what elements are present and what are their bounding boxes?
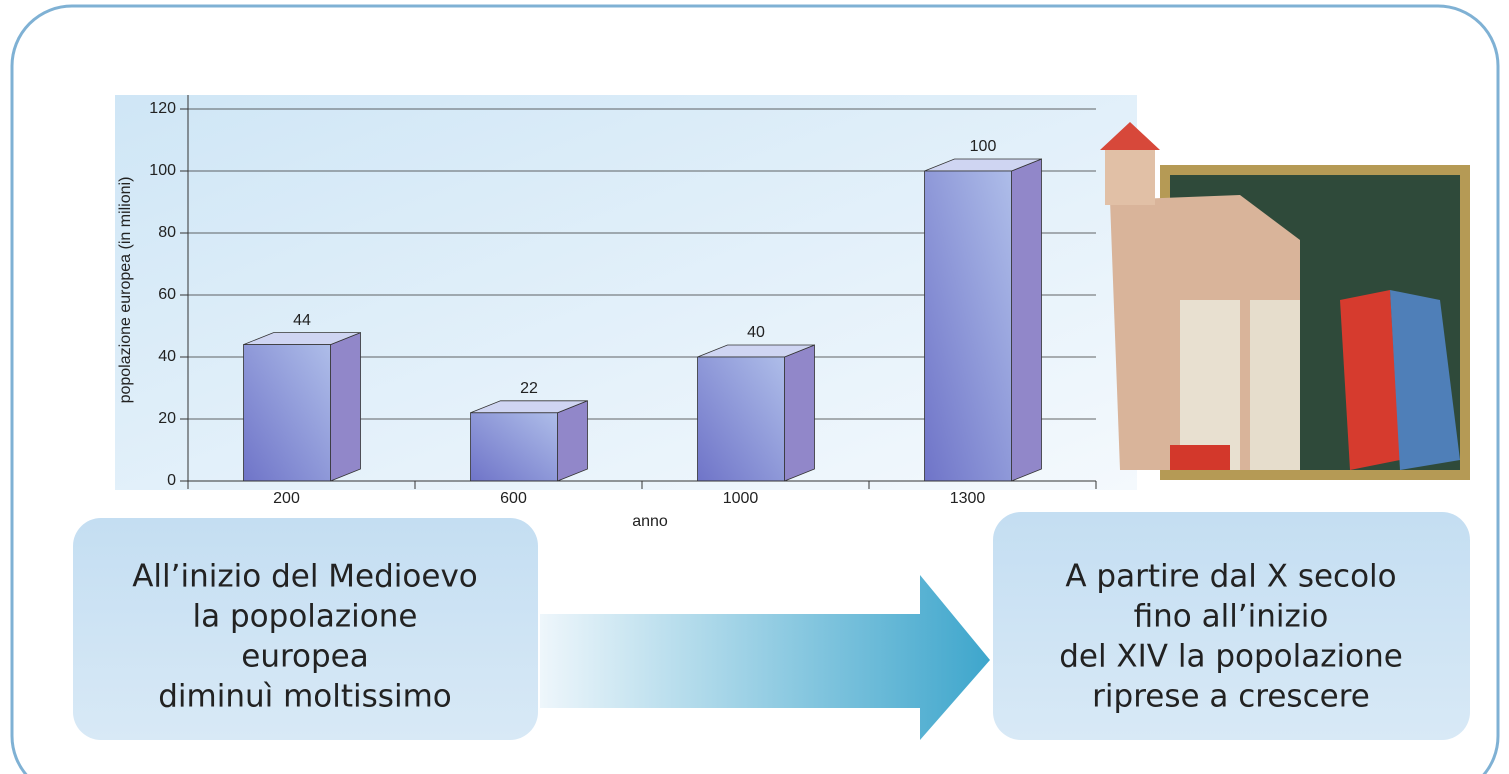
bar <box>924 170 1012 482</box>
x-tick-label: 1000 <box>723 490 759 507</box>
x-tick-label: 1300 <box>950 490 986 507</box>
note-line: diminuì moltissimo <box>158 679 452 715</box>
note-line: del XIV la popolazione <box>1059 639 1403 675</box>
bar-side <box>1011 158 1042 482</box>
note-box <box>993 512 1470 740</box>
painting <box>1100 122 1470 480</box>
note-line: europea <box>241 639 369 675</box>
frame <box>10 4 1500 774</box>
data-label: 44 <box>293 312 311 329</box>
note-line: All’inizio del Medioevo <box>132 559 478 595</box>
note-line: la popolazione <box>193 599 418 635</box>
bar-side <box>784 344 815 482</box>
y-tick-label: 40 <box>158 348 176 365</box>
y-tick-label: 60 <box>158 286 176 303</box>
y-tick-label: 80 <box>158 224 176 241</box>
y-axis-label: popolazione europea (in milioni) <box>117 177 134 404</box>
bar-side <box>557 400 588 482</box>
x-tick-label: 200 <box>273 490 300 507</box>
data-label: 22 <box>520 380 538 397</box>
x-tick-label: 600 <box>500 490 527 507</box>
note-line: riprese a crescere <box>1092 679 1370 715</box>
y-tick-label: 120 <box>149 100 176 117</box>
bar <box>243 344 331 482</box>
data-label: 40 <box>747 324 765 341</box>
y-tick-label: 100 <box>149 162 176 179</box>
data-label: 100 <box>970 138 997 155</box>
x-axis-label: anno <box>632 513 668 530</box>
bar-side <box>330 332 361 482</box>
note-line: A partire dal X secolo <box>1065 559 1396 595</box>
note-line: fino all’inizio <box>1134 599 1329 635</box>
y-tick-label: 0 <box>167 472 176 489</box>
arrow <box>540 575 990 740</box>
note-box <box>73 518 538 740</box>
bar <box>470 412 558 482</box>
bar <box>697 356 785 482</box>
y-tick-label: 20 <box>158 410 176 427</box>
